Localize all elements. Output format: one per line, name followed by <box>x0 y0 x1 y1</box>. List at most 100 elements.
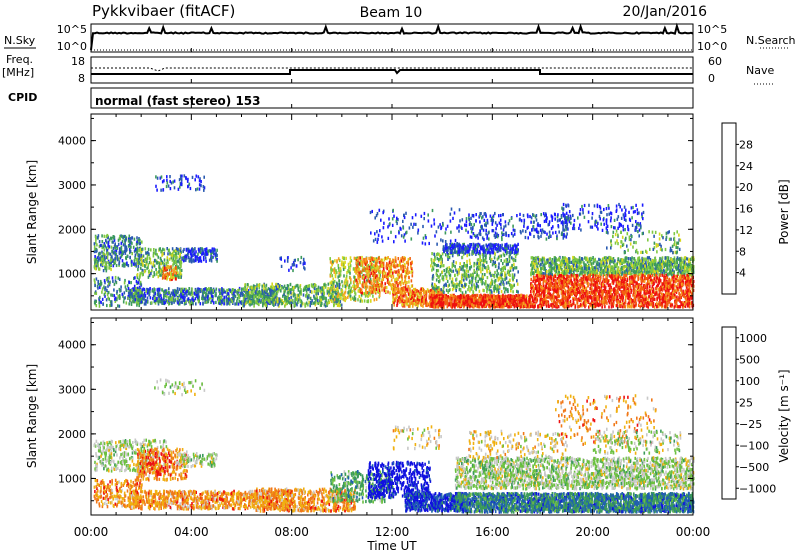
power-cell <box>490 281 492 285</box>
power-cell <box>267 287 270 291</box>
power-cell <box>471 303 473 307</box>
power-cell <box>370 271 372 275</box>
power-cell <box>105 240 108 244</box>
power-cell <box>469 287 472 291</box>
power-cell <box>106 251 109 255</box>
power-cell <box>270 288 273 293</box>
power-cell <box>177 301 179 305</box>
power-cell <box>323 291 325 295</box>
power-cell <box>102 269 105 273</box>
power-cell <box>171 277 173 281</box>
power-cell <box>139 274 141 278</box>
power-cell <box>179 275 181 279</box>
power-cell <box>402 269 405 273</box>
power-cell <box>441 270 443 274</box>
power-cell <box>510 286 513 290</box>
power-cell <box>289 301 291 305</box>
power-cell <box>277 283 280 287</box>
power-cell <box>468 281 471 285</box>
power-cell <box>493 275 496 279</box>
power-cell <box>124 239 126 243</box>
power-cell <box>504 277 506 282</box>
power-cell <box>113 294 116 298</box>
power-cell <box>137 268 139 272</box>
power-cell <box>104 266 107 270</box>
power-cell <box>390 274 392 278</box>
power-cell <box>251 286 253 290</box>
power-cell <box>169 266 171 270</box>
power-cell <box>265 296 268 300</box>
power-cell <box>356 265 359 269</box>
power-cell <box>110 261 112 265</box>
power-cell <box>489 254 492 258</box>
power-cell <box>363 257 365 262</box>
power-cell <box>139 288 142 293</box>
power-cell <box>172 267 175 271</box>
power-cell <box>148 261 151 265</box>
power-cell <box>480 301 483 305</box>
power-cell <box>263 292 265 296</box>
power-cell <box>161 266 164 271</box>
power-cell <box>361 283 363 287</box>
power-cell <box>472 294 475 298</box>
power-cell <box>501 266 503 270</box>
power-cell <box>147 252 150 256</box>
power-cell <box>435 302 438 307</box>
power-cell <box>114 297 116 301</box>
power-cell <box>165 290 167 294</box>
power-cell <box>233 293 236 297</box>
power-cell <box>336 286 339 291</box>
power-cell <box>387 263 389 267</box>
power-cell <box>434 288 436 292</box>
power-cell <box>195 174 198 178</box>
power-cell <box>423 300 425 304</box>
power-cell <box>474 302 477 306</box>
power-cell <box>455 296 458 300</box>
power-cell <box>515 266 518 270</box>
power-cell <box>337 301 340 305</box>
power-cell <box>428 289 431 293</box>
power-cell <box>166 175 168 179</box>
power-cell <box>142 294 145 298</box>
power-cell <box>510 304 513 308</box>
power-cell <box>430 291 433 295</box>
power-cell <box>391 282 394 287</box>
power-cell <box>393 298 396 302</box>
power-cell <box>448 303 451 307</box>
power-cell <box>221 293 224 297</box>
power-cell <box>399 300 401 304</box>
power-cell <box>213 247 215 251</box>
power-cell <box>121 253 124 257</box>
power-cell <box>519 300 521 304</box>
power-cell <box>374 283 377 287</box>
power-cell <box>95 257 97 261</box>
power-cell <box>281 299 284 303</box>
power-cell <box>277 303 279 307</box>
power-cell <box>488 303 491 307</box>
power-cell <box>443 290 445 294</box>
power-cell <box>335 297 337 301</box>
power-cell <box>312 301 315 305</box>
power-cell <box>493 251 496 255</box>
power-cell <box>147 265 149 269</box>
power-cell <box>489 294 492 298</box>
power-cell <box>180 295 182 299</box>
power-cell <box>94 291 96 295</box>
power-cell <box>93 242 96 246</box>
power-cell <box>409 289 411 293</box>
power-cell <box>278 284 280 288</box>
power-cell <box>194 297 197 301</box>
power-cell <box>327 293 330 297</box>
power-cell <box>242 299 245 303</box>
power-cell <box>321 301 323 305</box>
power-cell <box>227 292 230 296</box>
power-cell <box>266 292 268 297</box>
power-cell <box>349 295 352 299</box>
power-cell <box>518 303 521 307</box>
power-cell <box>326 303 328 307</box>
power-cell <box>345 284 348 288</box>
power-cell <box>452 260 455 264</box>
power-cell <box>408 276 410 280</box>
power-cell <box>366 270 369 274</box>
power-cell <box>141 300 144 304</box>
